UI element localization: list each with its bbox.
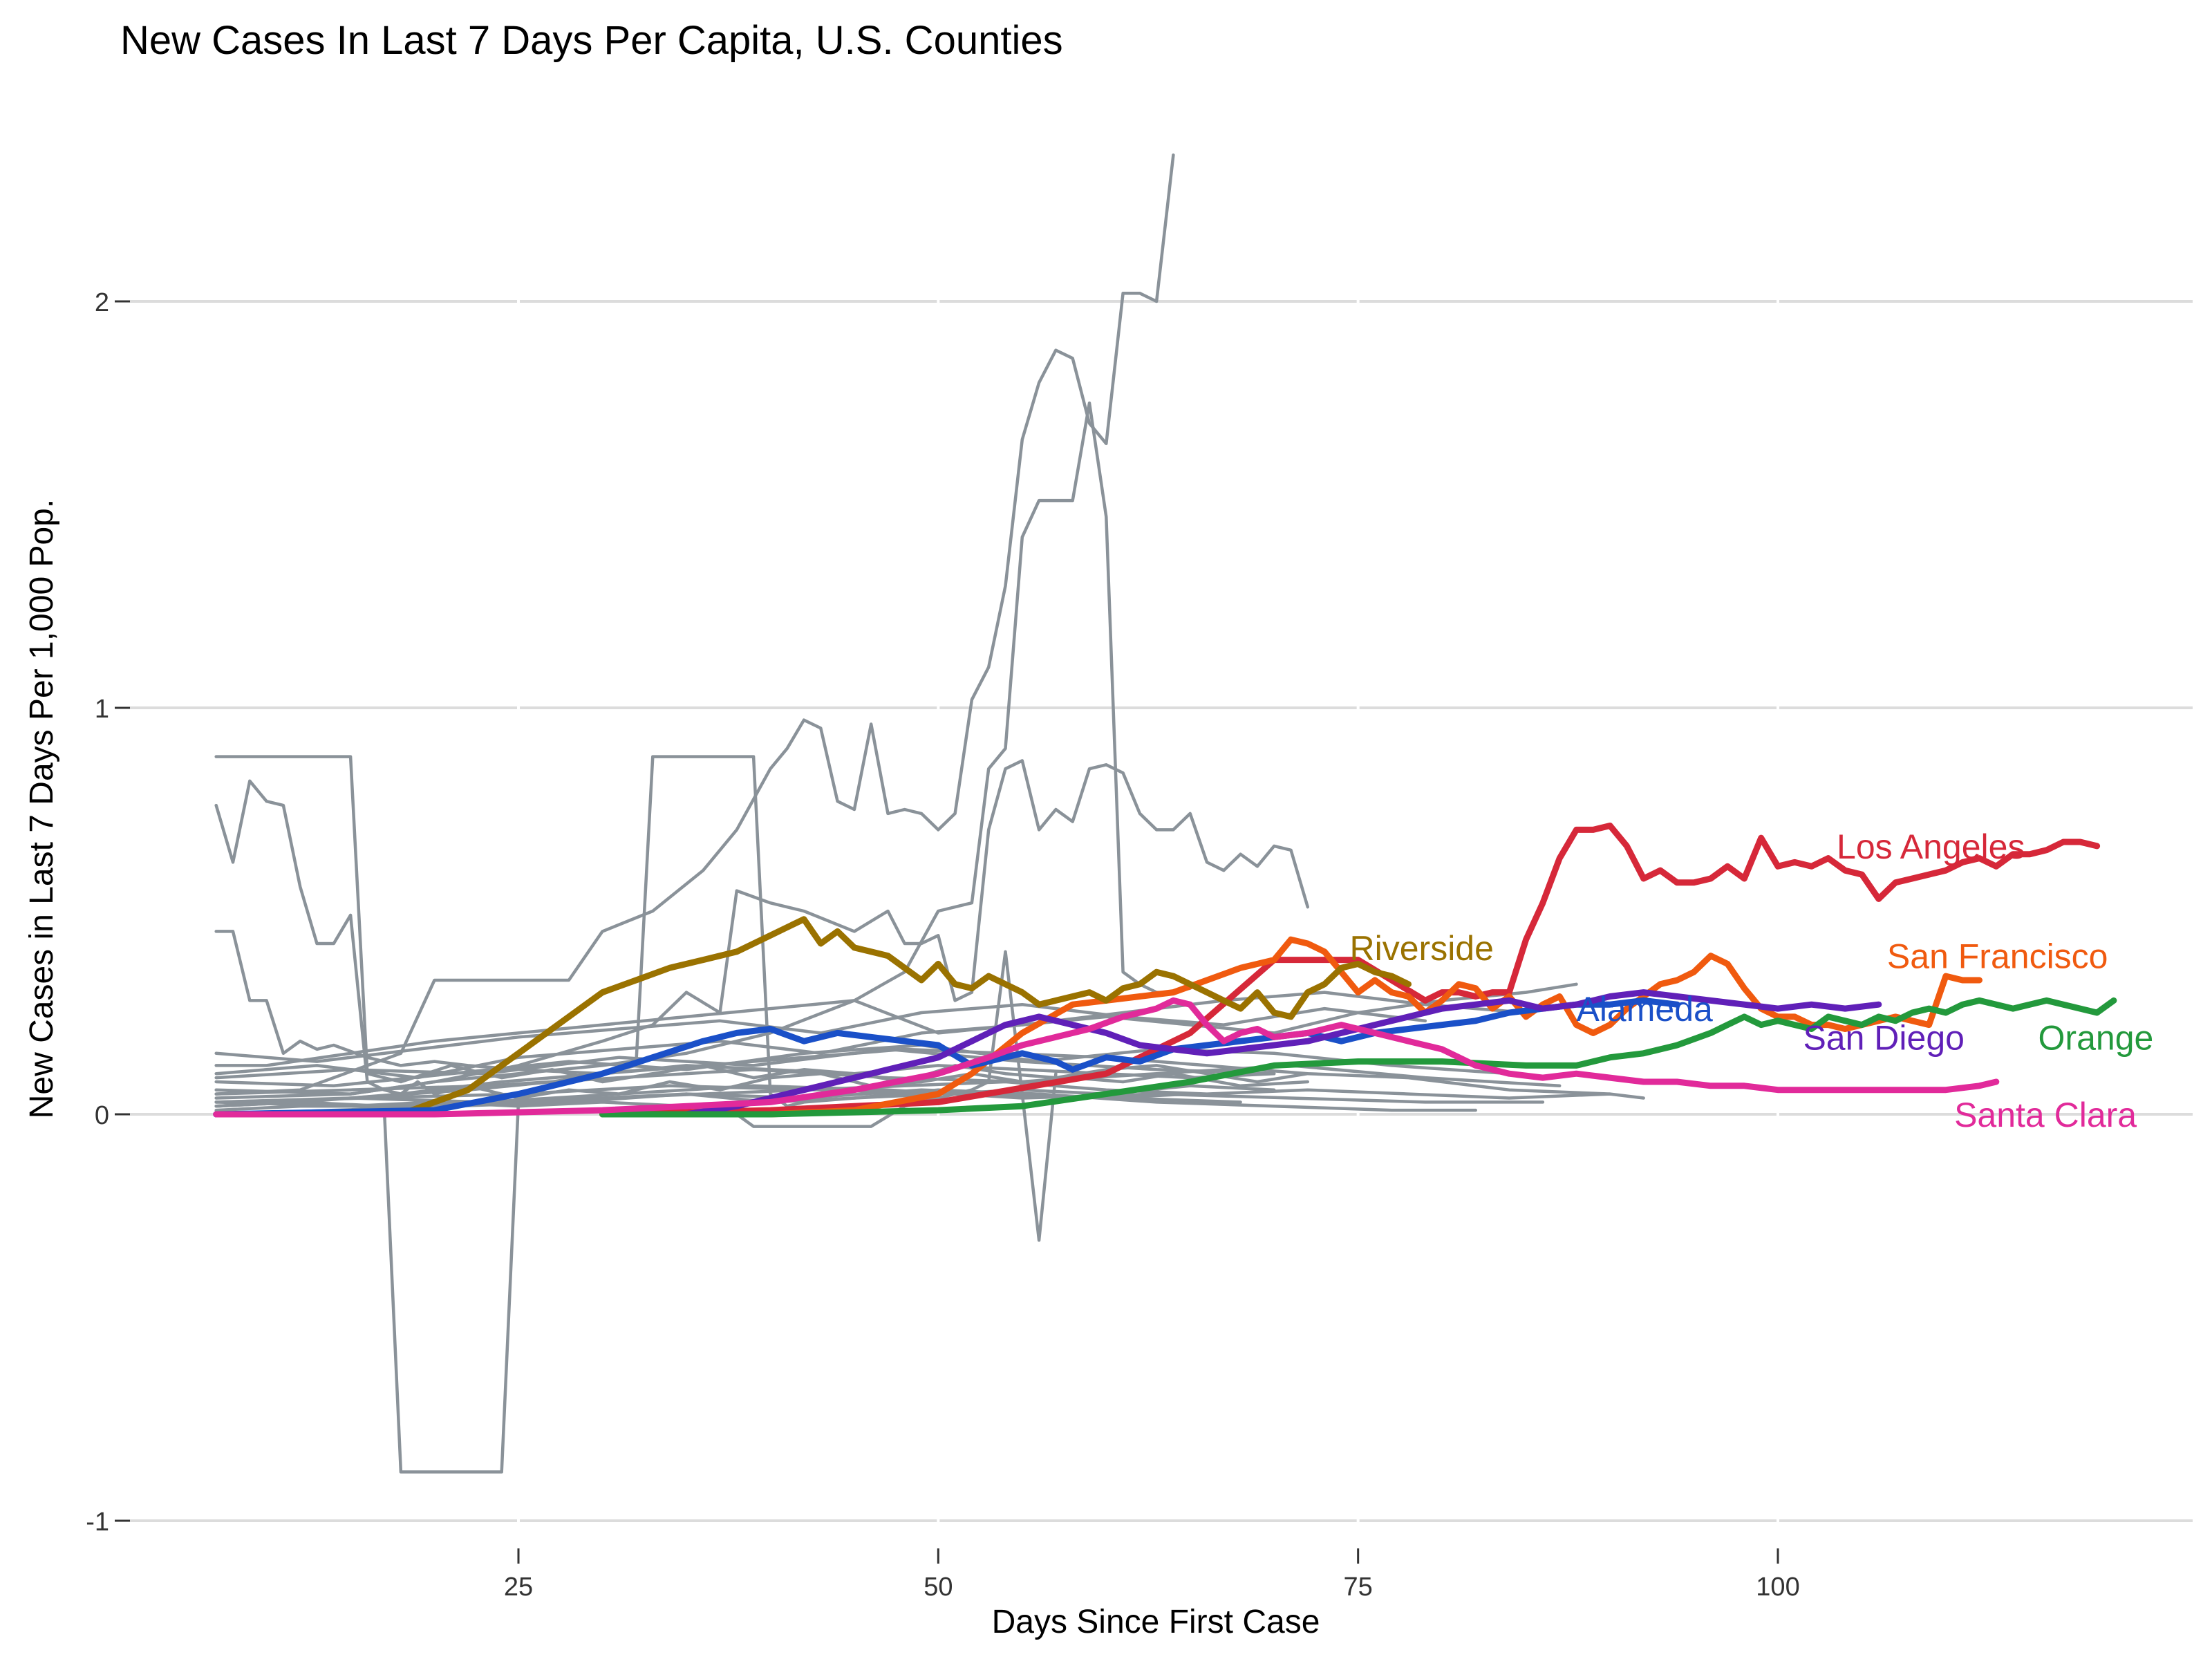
x-axis: 25 50 75 100: [504, 1548, 1800, 1602]
series-line-alameda: [213, 997, 1680, 1118]
x-tick-label: 75: [1344, 1573, 1373, 1602]
y-axis-label: New Cases in Last 7 Days Per 1,000 Pop.: [24, 499, 60, 1118]
background-series-line: [214, 1064, 1562, 1096]
y-tick-label: 0: [95, 1101, 109, 1130]
series-label-orange: Orange: [2038, 1018, 2154, 1057]
x-tick-label: 50: [924, 1573, 953, 1602]
series-label-san-francisco: San Francisco: [1887, 937, 2108, 976]
series-label-san-diego: San Diego: [1803, 1018, 1965, 1057]
series-labels: Los Angeles San Francisco Riverside Alameda…: [1350, 827, 2154, 1134]
series-line-riverside: [397, 916, 1412, 1118]
background-series-line: [214, 1088, 1477, 1116]
chart-title: New Cases In Last 7 Days Per Capita, U.S…: [120, 18, 1063, 63]
series-label-alameda: Alameda: [1576, 990, 1713, 1029]
background-series-line: [214, 1088, 1192, 1474]
series-line-san-diego: [683, 989, 1882, 1118]
series-label-los-angeles: Los Angeles: [1837, 827, 2025, 866]
background-series-line: [214, 1043, 1511, 1088]
background-series-line: [214, 1047, 1276, 1080]
y-tick-label: 2: [95, 288, 109, 317]
background-series-line: [214, 1002, 1427, 1063]
x-tick-label: 100: [1756, 1573, 1799, 1602]
series-line-los-angeles: [599, 823, 2101, 1118]
x-axis-label: Days Since First Case: [992, 1604, 1320, 1640]
y-tick-label: 1: [95, 695, 109, 724]
series-line-santa-clara: [213, 997, 2000, 1118]
y-tick-label: -1: [86, 1508, 109, 1537]
background-county-lines: [214, 153, 1645, 1474]
highlighted-county-lines: [213, 823, 2117, 1118]
background-series-line: [214, 755, 1310, 1084]
x-tick-label: 25: [504, 1573, 533, 1602]
background-series-line: [214, 759, 1310, 1100]
series-label-riverside: Riverside: [1350, 929, 1494, 968]
series-label-santa-clara: Santa Clara: [1954, 1096, 2137, 1134]
series-line-orange: [599, 997, 2117, 1118]
background-series-line: [214, 950, 1058, 1242]
background-series-line: [214, 401, 1192, 1096]
background-series-line: [214, 153, 1175, 1096]
y-axis: -1 0 1 2: [86, 288, 130, 1537]
